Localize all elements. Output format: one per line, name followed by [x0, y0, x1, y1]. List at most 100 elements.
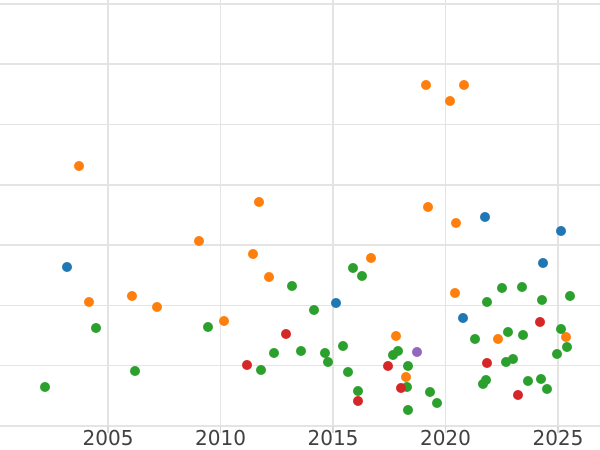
data-point-blue: [480, 211, 491, 222]
gridline-horizontal: [0, 184, 600, 186]
data-point-orange: [561, 331, 572, 342]
data-point-green: [517, 329, 528, 340]
data-point-green: [323, 357, 333, 368]
data-point-green: [296, 346, 306, 357]
data-point-green: [431, 398, 442, 409]
data-point-orange: [449, 287, 460, 298]
x-axis-tick: [219, 426, 222, 433]
data-point-green: [402, 404, 413, 415]
data-point-green: [552, 349, 563, 360]
data-point-orange: [152, 302, 163, 313]
data-point-green: [535, 373, 546, 384]
gridline-horizontal: [0, 304, 600, 307]
data-point-orange: [451, 217, 462, 228]
data-point-blue: [330, 297, 341, 308]
gridline-horizontal: [0, 244, 600, 246]
data-point-orange: [247, 249, 258, 260]
data-point-red: [242, 360, 253, 371]
data-point-green: [496, 282, 507, 293]
data-point-green: [347, 263, 358, 274]
data-point-orange: [127, 290, 138, 301]
data-point-green: [481, 296, 492, 307]
data-point-orange: [219, 316, 230, 327]
data-point-orange: [444, 95, 455, 106]
data-point-orange: [73, 161, 84, 172]
data-point-green: [202, 322, 213, 333]
data-point-green: [319, 348, 330, 359]
data-point-red: [481, 358, 492, 369]
gridline-horizontal: [0, 364, 600, 367]
data-point-green: [352, 386, 363, 397]
data-point-orange: [84, 296, 95, 307]
data-point-green: [388, 349, 399, 360]
x-axis-tick-label: 2020: [419, 426, 471, 450]
data-point-orange: [400, 372, 411, 383]
data-point-green: [269, 348, 280, 359]
data-point-green: [91, 322, 102, 333]
data-point-green: [392, 346, 403, 357]
gridline-vertical: [107, 0, 109, 426]
data-point-orange: [420, 79, 431, 90]
data-point-green: [39, 381, 50, 392]
x-axis-tick: [557, 426, 559, 433]
gridline-vertical: [557, 0, 559, 426]
data-point-green: [469, 334, 480, 345]
data-point-green: [401, 381, 412, 392]
data-point-blue: [457, 313, 468, 324]
data-point-green: [356, 270, 367, 281]
data-point-green: [541, 384, 552, 395]
x-axis-tick: [332, 426, 334, 433]
data-point-purple: [411, 346, 422, 357]
data-point-green: [555, 323, 566, 334]
gridline-horizontal: [0, 425, 600, 427]
gridline-horizontal: [0, 123, 600, 126]
data-point-red: [534, 317, 545, 328]
data-point-green: [287, 281, 297, 292]
data-point-orange: [365, 252, 376, 263]
data-point-green: [424, 387, 435, 398]
data-point-orange: [264, 272, 275, 283]
data-point-red: [395, 383, 406, 393]
data-point-green: [536, 294, 547, 305]
data-point-green: [337, 340, 348, 351]
data-point-green: [478, 378, 488, 389]
data-point-green: [343, 366, 354, 377]
gridline-horizontal: [0, 63, 600, 65]
data-point-green: [516, 281, 527, 292]
x-axis-tick-label: 2010: [195, 426, 246, 450]
data-point-orange: [422, 202, 433, 213]
data-point-red: [352, 396, 363, 407]
x-axis-tick: [444, 426, 447, 433]
data-point-blue: [537, 258, 548, 269]
data-point-orange: [390, 331, 401, 342]
gridline-vertical: [219, 0, 222, 426]
data-point-orange: [492, 334, 503, 345]
gridline-vertical: [332, 0, 334, 426]
data-point-green: [129, 366, 140, 377]
plot-area: [0, 0, 600, 427]
x-axis-tick-label: 2025: [532, 426, 584, 450]
data-point-green: [402, 360, 413, 371]
data-point-green: [309, 305, 320, 316]
x-axis-tick: [107, 426, 109, 433]
data-point-red: [382, 360, 393, 371]
data-point-blue: [62, 261, 73, 272]
data-point-red: [280, 328, 291, 339]
data-point-green: [500, 357, 511, 368]
data-point-green: [561, 342, 572, 352]
data-point-blue: [555, 226, 566, 237]
data-point-green: [502, 326, 513, 337]
data-point-green: [564, 290, 575, 301]
data-point-orange: [458, 79, 469, 90]
gridline-horizontal: [0, 3, 600, 5]
data-point-orange: [253, 197, 264, 208]
gridline-vertical: [444, 0, 447, 426]
data-point-green: [507, 354, 518, 365]
data-point-red: [512, 390, 523, 401]
x-axis-tick-label: 2015: [307, 426, 359, 450]
x-axis-tick-label: 2005: [82, 426, 134, 450]
data-point-green: [523, 375, 533, 386]
data-point-green: [255, 364, 266, 375]
data-point-orange: [193, 235, 204, 246]
